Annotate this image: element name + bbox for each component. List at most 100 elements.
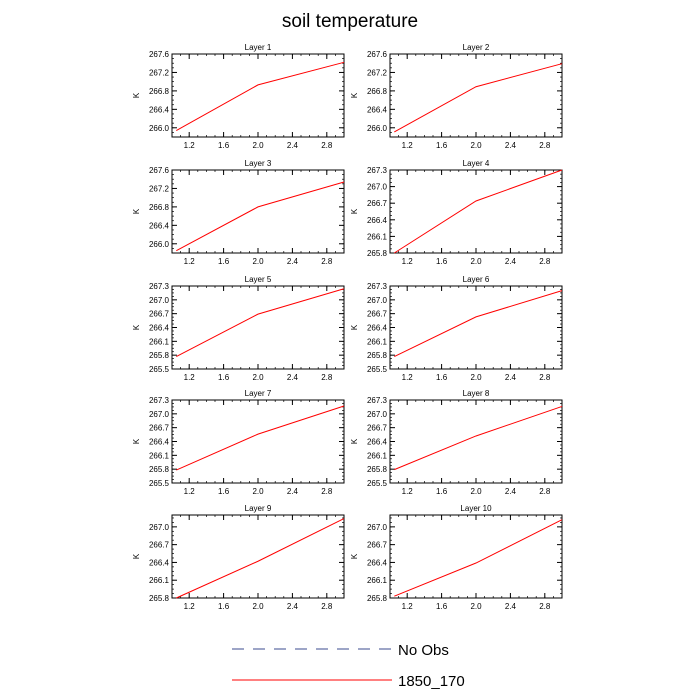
y-tick-label: 265.5	[149, 479, 170, 488]
x-tick-label: 2.0	[470, 487, 482, 496]
legend-label-no-obs: No Obs	[398, 642, 449, 659]
y-axis-label: K	[350, 208, 359, 214]
y-axis-label: K	[350, 438, 359, 444]
y-tick-label: 266.4	[367, 438, 388, 447]
legend-label-1850-170: 1850_170	[398, 673, 465, 690]
series-line-1850-170	[394, 519, 563, 597]
y-tick-label: 265.8	[367, 351, 388, 360]
y-tick-label: 266.7	[367, 424, 388, 433]
x-tick-label: 2.8	[539, 373, 551, 382]
panel-title: Layer 9	[245, 504, 272, 513]
x-tick-label: 2.4	[505, 487, 517, 496]
x-tick-label: 1.6	[218, 257, 230, 266]
x-tick-label: 2.4	[505, 373, 517, 382]
panel-title: Layer 1	[245, 43, 272, 52]
y-tick-label: 266.1	[367, 576, 388, 585]
y-tick-label: 267.3	[367, 166, 388, 175]
x-tick-label: 1.2	[402, 141, 414, 150]
y-tick-label: 266.8	[367, 87, 388, 96]
y-tick-label: 265.5	[149, 365, 170, 374]
x-tick-label: 1.2	[402, 257, 414, 266]
y-tick-label: 265.8	[149, 594, 170, 603]
x-tick-label: 2.8	[321, 602, 333, 611]
y-tick-label: 265.8	[149, 351, 170, 360]
x-tick-label: 1.2	[184, 487, 196, 496]
x-tick-label: 1.6	[436, 141, 448, 150]
x-tick-label: 1.6	[218, 141, 230, 150]
panel-title: Layer 4	[463, 159, 490, 168]
panel-title: Layer 7	[245, 389, 272, 398]
panel-grid: Layer 1 K 1.2 1.6 2.0 2.4 2.8 266.0 266.4 266.8 26…	[132, 43, 563, 611]
x-tick-label: 2.0	[470, 373, 482, 382]
plot-frame	[171, 169, 345, 254]
y-tick-label: 266.7	[149, 310, 170, 319]
y-tick-label: 266.4	[149, 221, 170, 230]
x-tick-label: 2.4	[287, 602, 299, 611]
panel-layer-5: Layer 5 K 1.2 1.6 2.0 2.4 2.8 265.5 265.8 266.1 26…	[132, 275, 345, 382]
y-tick-label: 266.1	[367, 337, 388, 346]
y-axis-label: K	[350, 92, 359, 98]
y-axis-label: K	[132, 208, 141, 214]
series-line-1850-170	[394, 169, 563, 254]
x-tick-label: 1.2	[184, 141, 196, 150]
y-tick-label: 266.7	[149, 424, 170, 433]
y-tick-label: 266.0	[149, 240, 170, 249]
y-tick-label: 266.4	[367, 324, 388, 333]
y-axis-label: K	[132, 438, 141, 444]
x-tick-label: 1.2	[184, 602, 196, 611]
series-line-1850-170	[394, 63, 563, 133]
panel-layer-9: Layer 9 K 1.2 1.6 2.0 2.4 2.8 265.8 266.1 266.4 26…	[132, 504, 345, 611]
y-tick-label: 266.1	[367, 232, 388, 241]
x-tick-label: 2.0	[470, 257, 482, 266]
x-tick-label: 2.4	[505, 602, 517, 611]
panel-layer-6: Layer 6 K 1.2 1.6 2.0 2.4 2.8 265.5 265.8 266.1 26…	[350, 275, 563, 382]
y-axis-label: K	[350, 553, 359, 559]
y-axis-label: K	[350, 324, 359, 330]
x-tick-label: 1.2	[184, 373, 196, 382]
y-tick-label: 266.1	[149, 576, 170, 585]
y-tick-label: 267.0	[149, 296, 170, 305]
y-tick-label: 265.8	[367, 465, 388, 474]
legend: No Obs 1850_170	[232, 642, 465, 690]
series-line-1850-170	[176, 518, 345, 599]
y-tick-label: 267.3	[367, 282, 388, 291]
x-tick-label: 2.8	[321, 373, 333, 382]
x-tick-label: 2.8	[539, 487, 551, 496]
y-tick-label: 267.2	[367, 68, 388, 77]
y-tick-label: 267.0	[367, 296, 388, 305]
y-tick-label: 265.8	[149, 465, 170, 474]
y-tick-label: 266.4	[149, 558, 170, 567]
y-tick-label: 266.4	[149, 324, 170, 333]
x-tick-label: 2.4	[505, 141, 517, 150]
x-tick-label: 2.0	[470, 141, 482, 150]
plot-frame	[389, 169, 563, 254]
panel-layer-2: Layer 2 K 1.2 1.6 2.0 2.4 2.8 266.0 266.4 266.8 26…	[350, 43, 563, 150]
x-tick-label: 2.4	[287, 373, 299, 382]
plot-frame	[389, 399, 563, 484]
panel-title: Layer 3	[245, 159, 272, 168]
y-tick-label: 266.4	[367, 105, 388, 114]
y-tick-label: 265.8	[367, 249, 388, 258]
x-tick-label: 1.6	[218, 602, 230, 611]
y-tick-label: 266.4	[149, 438, 170, 447]
x-tick-label: 1.6	[218, 487, 230, 496]
x-tick-label: 2.8	[539, 257, 551, 266]
figure-title: soil temperature	[282, 11, 418, 32]
y-tick-label: 266.4	[367, 558, 388, 567]
panel-layer-3: Layer 3 K 1.2 1.6 2.0 2.4 2.8 266.0 266.4 266.8 26…	[132, 159, 345, 266]
y-tick-label: 267.2	[149, 184, 170, 193]
x-tick-label: 2.4	[287, 257, 299, 266]
y-tick-label: 267.6	[149, 166, 170, 175]
x-tick-label: 2.0	[252, 141, 264, 150]
panel-title: Layer 2	[463, 43, 490, 52]
x-tick-label: 1.6	[436, 602, 448, 611]
x-tick-label: 2.4	[287, 487, 299, 496]
plot-frame	[171, 285, 345, 370]
y-tick-label: 267.0	[149, 523, 170, 532]
panel-title: Layer 10	[460, 504, 492, 513]
panel-layer-8: Layer 8 K 1.2 1.6 2.0 2.4 2.8 265.5 265.8 266.1 26…	[350, 389, 563, 496]
x-tick-label: 1.6	[218, 373, 230, 382]
y-tick-label: 265.5	[367, 479, 388, 488]
series-line-1850-170	[176, 288, 345, 357]
